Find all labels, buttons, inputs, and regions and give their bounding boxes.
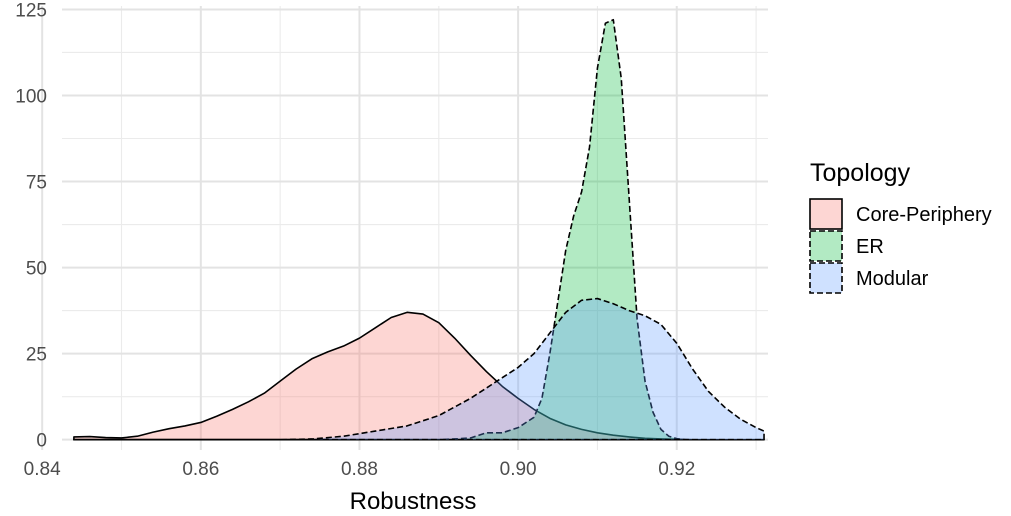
x-tick-label: 0.84 — [24, 459, 61, 480]
x-tick-label: 0.90 — [500, 459, 537, 480]
y-tick-label: 25 — [26, 345, 47, 366]
legend-key-er — [809, 230, 843, 262]
legend-label-modular: Modular — [856, 268, 929, 290]
density-core-periphery — [73, 311, 765, 441]
density-areas — [73, 18, 765, 441]
legend-key-core-periphery — [809, 198, 843, 230]
y-tick-label: 125 — [15, 0, 47, 21]
grid-layer — [41, 6, 768, 450]
legend-label-er: ER — [856, 236, 884, 258]
x-tick-label: 0.86 — [182, 459, 219, 480]
legend-title: Topology — [810, 159, 911, 187]
legend: Topology Core-Periphery ER Modular — [809, 159, 992, 294]
axes: 0.84 0.86 0.88 0.90 0.92 0 25 50 75 100 125 — [15, 0, 695, 480]
legend-key-bg-core-periphery — [810, 199, 842, 229]
y-tick-label: 100 — [15, 86, 47, 107]
density-er — [73, 18, 686, 441]
legend-key-bg-er — [810, 231, 842, 261]
x-tick-label: 0.92 — [658, 459, 695, 480]
x-axis-title: Robustness — [350, 488, 477, 515]
y-tick-label: 50 — [26, 259, 47, 280]
y-tick-label: 0 — [36, 431, 47, 452]
density-modular — [73, 297, 765, 441]
legend-key-modular — [809, 262, 843, 294]
legend-label-core-periphery: Core-Periphery — [856, 204, 992, 226]
legend-key-bg-modular — [810, 263, 842, 293]
y-tick-label: 75 — [26, 173, 47, 194]
x-tick-label: 0.88 — [341, 459, 378, 480]
